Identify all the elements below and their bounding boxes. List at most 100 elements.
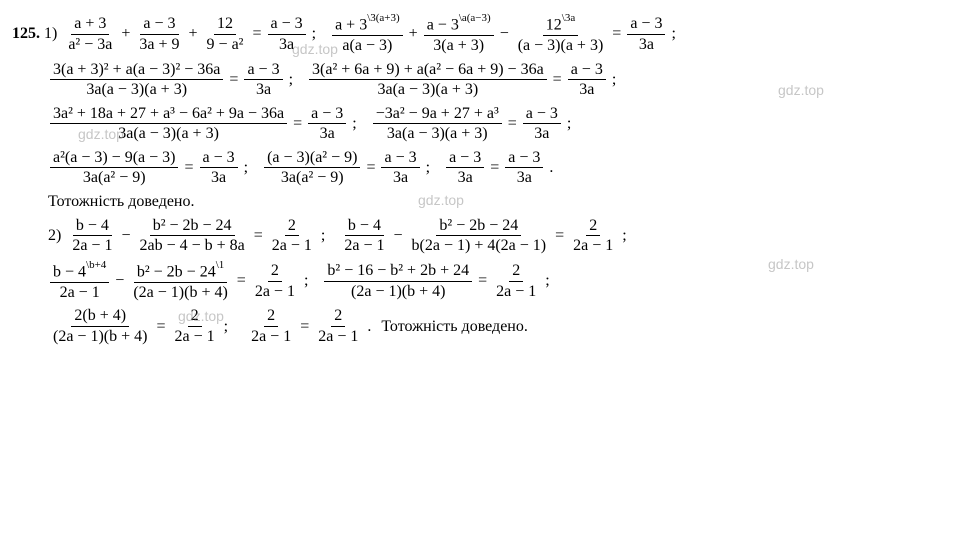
denominator: 3a (390, 168, 411, 187)
denominator: 3a (253, 80, 274, 99)
frac: −3a² − 9a + 27 + a³3a(a − 3)(a + 3) (373, 105, 502, 143)
frac: a − 33a (308, 105, 346, 143)
watermark: gdz.top (778, 83, 824, 98)
frac: 3(a² + 6a + 9) + a(a² − 6a + 9) − 36a3a(… (309, 61, 547, 99)
denominator: (2a − 1)(b + 4) (50, 327, 150, 346)
eq-op: = (254, 227, 263, 245)
eq-op: = (555, 227, 564, 245)
frac: a²(a − 3) − 9(a − 3)3a(a² − 9) (50, 149, 178, 187)
numerator: a − 3 (568, 61, 606, 81)
denominator: 3a(a − 3)(a + 3) (375, 80, 482, 99)
denominator: (2a − 1)(b + 4) (348, 282, 448, 301)
denominator: a² − 3a (65, 35, 115, 54)
denominator: 2a − 1 (248, 327, 294, 346)
denominator: 3a (317, 124, 338, 143)
semi-op: ; (545, 272, 549, 290)
denominator: 2a − 1 (69, 236, 115, 255)
denominator: 3a (276, 35, 297, 54)
numerator: 2 (188, 307, 202, 327)
frac: b² − 16 − b² + 2b + 24(2a − 1)(b + 4) (324, 262, 472, 300)
numerator: a − 3\a(a−3) (424, 14, 494, 36)
numerator: 2 (264, 307, 278, 327)
frac: a − 33a (381, 149, 419, 187)
frac: a + 3a² − 3a (65, 15, 115, 53)
denominator: 3a (208, 168, 229, 187)
frac: 3(a + 3)² + a(a − 3)² − 36a3a(a − 3)(a +… (50, 61, 223, 99)
numerator: a − 3 (140, 15, 178, 35)
eq-op: = (300, 318, 309, 336)
plus-op: + (409, 25, 418, 43)
numerator: −3a² − 9a + 27 + a³ (373, 105, 502, 125)
numerator: 2 (268, 262, 282, 282)
num-base: b² − 2b − 24 (137, 263, 216, 280)
frac: (a − 3)(a² − 9)3a(a² − 9) (264, 149, 360, 187)
frac: 22a − 1 (493, 262, 539, 300)
eq-op: = (490, 159, 499, 177)
num-base: 12 (546, 16, 562, 33)
numerator: 3(a² + 6a + 9) + a(a² − 6a + 9) − 36a (309, 61, 547, 81)
frac: 22a − 1 (269, 217, 315, 255)
numerator: b² − 2b − 24 (150, 217, 235, 237)
numerator: 2 (509, 262, 523, 282)
semi-op: ; (671, 25, 675, 43)
numerator: b − 4\b+4 (50, 261, 109, 283)
plus-op: + (121, 25, 130, 43)
p1-line2: 3(a + 3)² + a(a − 3)² − 36a 3a(a − 3)(a +… (48, 61, 961, 99)
numerator: a − 3 (244, 61, 282, 81)
numerator: b − 4 (73, 217, 112, 237)
numerator: a − 3 (505, 149, 543, 169)
frac: a − 33a + 9 (136, 15, 182, 53)
numerator: 2 (285, 217, 299, 237)
denominator: 2a − 1 (57, 283, 103, 302)
frac: 3a² + 18a + 27 + a³ − 6a² + 9a − 36a3a(a… (50, 105, 287, 143)
denominator: 3a (636, 35, 657, 54)
frac: b² − 2b − 242ab − 4 − b + 8a (136, 217, 247, 255)
minus-op: − (115, 272, 124, 290)
semi-op: ; (321, 227, 325, 245)
frac: 129 − a² (204, 15, 247, 53)
frac: 22a − 1 (172, 307, 218, 345)
p2-line1: 2) b − 42a − 1 − b² − 2b − 242ab − 4 − b… (48, 217, 961, 255)
denominator: 3a(a² − 9) (80, 168, 149, 187)
semi-op: ; (304, 272, 308, 290)
eq-op: = (553, 71, 562, 89)
frac: 12\3a(a − 3)(a + 3) (515, 14, 607, 55)
frac: 2(b + 4)(2a − 1)(b + 4) (50, 307, 150, 345)
numerator: a + 3\3(a+3) (332, 14, 403, 36)
numerator: a − 3 (523, 105, 561, 125)
numerator: b² − 2b − 24 (436, 217, 521, 237)
num-base: b − 4 (53, 263, 86, 280)
eq-op: = (229, 71, 238, 89)
frac: a − 33a (244, 61, 282, 99)
frac: a − 3\a(a−3)3(a + 3) (424, 14, 494, 55)
numerator: a − 3 (200, 149, 238, 169)
frac: a − 33a (505, 149, 543, 187)
denominator: 3a(a² − 9) (278, 168, 347, 187)
eq-op: = (237, 272, 246, 290)
semi-op: ; (352, 115, 356, 133)
denominator: 9 − a² (204, 35, 247, 54)
period-op: . (549, 159, 553, 177)
numerator: 12\3a (543, 14, 578, 36)
watermark: gdz.top (768, 257, 814, 272)
numerator: a + 3 (71, 15, 109, 35)
mult-annotation: \3(a+3) (367, 12, 399, 24)
p1-conclusion-line: Тотожність доведено. gdz.top (48, 193, 961, 211)
plus-op: + (189, 25, 198, 43)
eq-op: = (612, 25, 621, 43)
denominator: 2a − 1 (252, 282, 298, 301)
numerator: (a − 3)(a² − 9) (264, 149, 360, 169)
numerator: 3(a + 3)² + a(a − 3)² − 36a (50, 61, 223, 81)
eq-op: = (478, 272, 487, 290)
semi-op: ; (244, 159, 248, 177)
mult-annotation: \1 (216, 259, 225, 271)
denominator: (a − 3)(a + 3) (515, 36, 607, 55)
numerator: a − 3 (446, 149, 484, 169)
period-op: . (367, 318, 371, 336)
numerator: 3a² + 18a + 27 + a³ − 6a² + 9a − 36a (50, 105, 287, 125)
denominator: 3a (514, 168, 535, 187)
denominator: 2a − 1 (269, 236, 315, 255)
minus-op: − (394, 227, 403, 245)
frac: a − 33a (627, 15, 665, 53)
denominator: a(a − 3) (339, 36, 395, 55)
